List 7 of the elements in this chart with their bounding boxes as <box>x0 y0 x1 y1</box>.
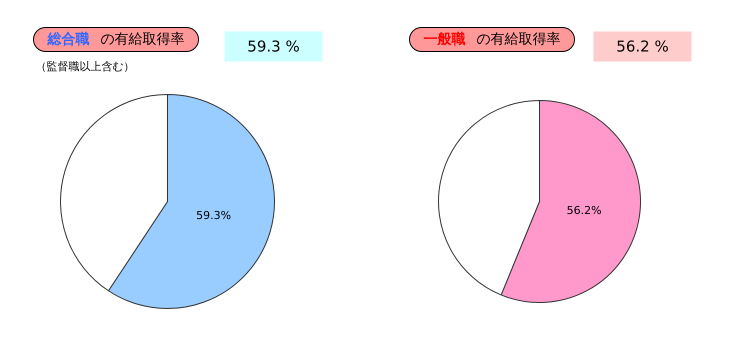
chart-title: 総合職 の有給取得率 <box>46 30 184 48</box>
chart-subtitle: （監督職以上含む） <box>36 60 134 73</box>
chart-title: 一般職 の有給取得率 <box>424 30 560 48</box>
data-label: 59.3% <box>196 208 232 222</box>
text: 59.3 % <box>247 38 300 56</box>
data-label: 56.2% <box>566 204 602 217</box>
text: 56.2 % <box>616 38 669 56</box>
